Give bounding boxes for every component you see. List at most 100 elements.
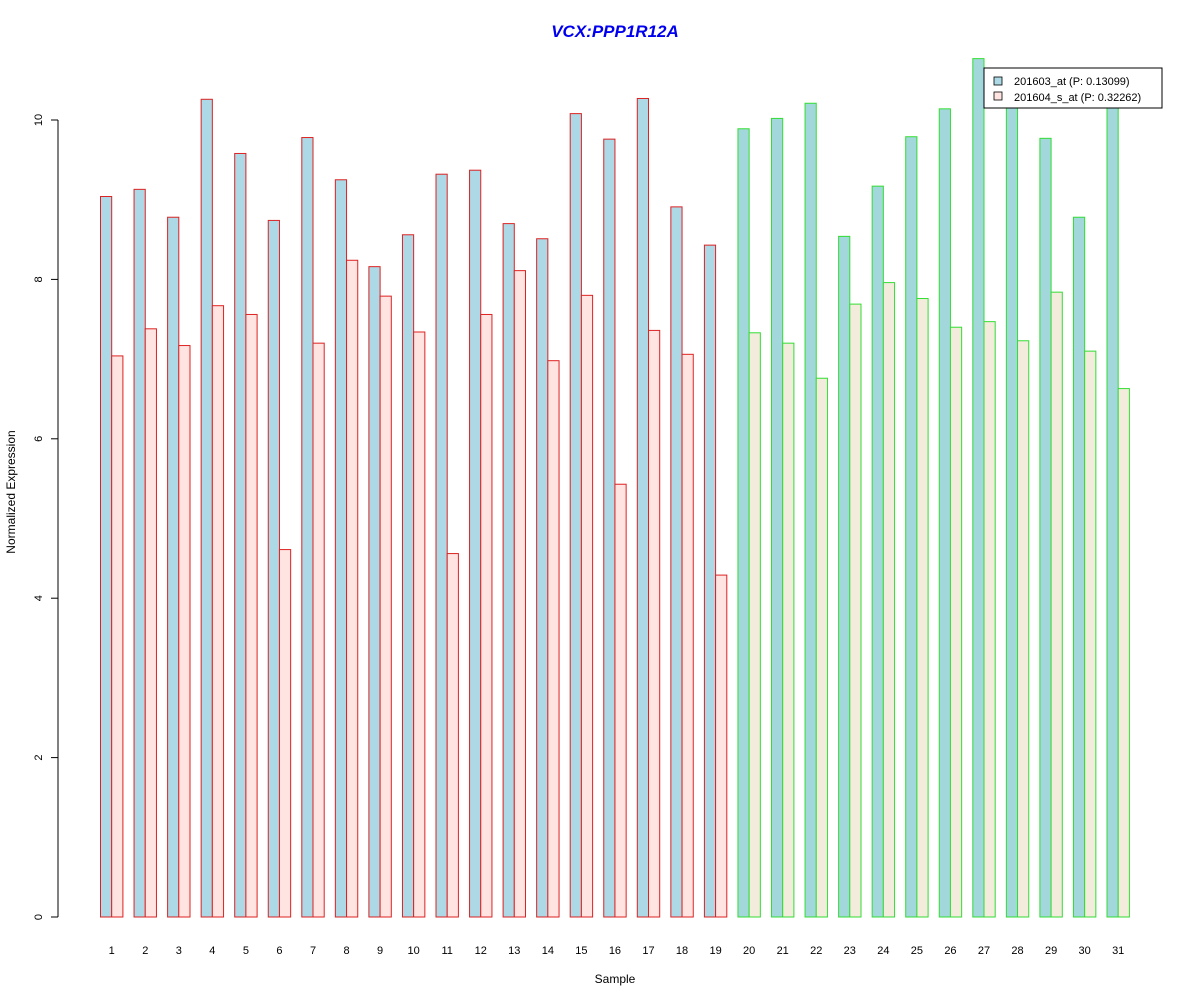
x-tick-label: 17 (642, 945, 654, 957)
bar-sample-27-series-2 (983, 321, 996, 918)
bar-sample-14-series-1 (536, 238, 549, 918)
bar-sample-1-series-2 (111, 355, 124, 918)
bar-sample-13-series-1 (502, 223, 515, 918)
x-tick-label: 18 (676, 945, 688, 957)
bar-sample-16-series-1 (603, 138, 616, 918)
x-tick-label: 24 (877, 945, 889, 957)
x-axis-tick-labels: 1 2 3 4 5 6 7 8 9 10 11 12 13 14 15 16 17 18 19 20 21 22 23 24 2… (109, 945, 1125, 957)
chart-title: VCX:PPP1R12A (551, 22, 679, 41)
bar-sample-2-series-2 (144, 328, 157, 918)
x-tick-label: 1 (109, 945, 115, 957)
bar-sample-29-series-1 (1039, 137, 1052, 918)
bar-sample-28-series-1 (1005, 99, 1019, 918)
x-tick-label: 29 (1045, 945, 1057, 957)
x-tick-label: 13 (508, 945, 520, 957)
bar-sample-30-series-2 (1084, 350, 1097, 918)
bar-sample-26-series-2 (949, 326, 963, 918)
bar-sample-24-series-1 (871, 185, 884, 918)
x-tick-label: 22 (810, 945, 822, 957)
x-tick-label: 28 (1011, 945, 1023, 957)
x-tick-label: 25 (911, 945, 923, 957)
x-tick-label: 5 (243, 945, 249, 957)
bar-sample-18-series-1 (670, 206, 683, 918)
bar-sample-21-series-2 (782, 342, 795, 918)
x-tick-label: 30 (1079, 945, 1091, 957)
legend-label-series-2: 201604_s_at (P: 0.32262) (1014, 92, 1141, 104)
bars (100, 58, 1130, 918)
bar-sample-7-series-1 (301, 137, 314, 918)
bar-sample-3-series-2 (178, 345, 191, 918)
bar-sample-31-series-2 (1117, 388, 1130, 918)
x-tick-label: 11 (441, 945, 452, 957)
legend-label-series-1: 201603_at (P: 0.13099) (1014, 76, 1130, 88)
y-tick-label: 8 (33, 276, 45, 282)
legend-swatch-series-1 (993, 76, 1003, 86)
bar-sample-6-series-2 (278, 549, 292, 918)
bar-sample-12-series-2 (480, 313, 493, 918)
x-tick-label: 15 (575, 945, 587, 957)
bar-sample-12-series-1 (469, 169, 482, 918)
bar-sample-8-series-1 (334, 179, 348, 918)
bar-sample-22-series-1 (804, 102, 817, 918)
bar-sample-9-series-2 (379, 295, 392, 918)
bar-sample-10-series-1 (401, 234, 415, 918)
bar-sample-4-series-1 (200, 98, 213, 918)
bar-sample-11-series-1 (435, 173, 448, 918)
x-tick-label: 7 (310, 945, 316, 957)
bar-sample-15-series-2 (580, 294, 594, 918)
y-tick-label: 10 (33, 114, 45, 126)
x-tick-label: 16 (609, 945, 621, 957)
y-tick-label: 6 (33, 436, 45, 442)
bar-sample-5-series-2 (245, 313, 258, 918)
x-tick-label: 8 (343, 945, 349, 957)
bar-sample-20-series-2 (748, 332, 761, 918)
bar-sample-24-series-2 (882, 282, 896, 918)
x-tick-label: 12 (475, 945, 487, 957)
x-tick-label: 6 (276, 945, 282, 957)
bar-sample-16-series-2 (614, 483, 627, 918)
bar-sample-20-series-1 (737, 128, 750, 918)
bar-sample-13-series-2 (513, 270, 526, 918)
bar-sample-6-series-1 (267, 219, 280, 918)
bar-sample-25-series-1 (905, 136, 918, 918)
x-tick-label: 19 (709, 945, 721, 957)
bar-sample-21-series-1 (771, 117, 784, 918)
x-tick-label: 31 (1112, 945, 1124, 957)
bar-sample-2-series-1 (133, 188, 146, 918)
y-tick-label: 4 (33, 595, 45, 601)
y-axis: 0 2 4 6 8 10 (33, 114, 59, 920)
bar-sample-23-series-2 (849, 303, 862, 918)
x-tick-label: 9 (377, 945, 383, 957)
x-tick-label: 27 (978, 945, 990, 957)
bar-sample-17-series-2 (648, 329, 661, 918)
legend-swatch-series-2 (993, 91, 1003, 101)
bar-sample-8-series-2 (346, 259, 359, 918)
y-axis-title: Normalized Expression (4, 430, 18, 553)
x-tick-label: 26 (944, 945, 956, 957)
bar-sample-29-series-2 (1050, 291, 1063, 918)
x-tick-label: 3 (176, 945, 182, 957)
bar-sample-18-series-2 (681, 353, 694, 918)
bar-sample-3-series-1 (167, 216, 180, 918)
bar-sample-7-series-2 (312, 342, 325, 918)
bar-sample-25-series-2 (916, 298, 929, 918)
x-tick-label: 21 (777, 945, 789, 957)
bar-sample-19-series-1 (703, 244, 717, 918)
x-tick-label: 2 (142, 945, 148, 957)
bar-sample-23-series-1 (838, 235, 851, 918)
x-tick-label: 20 (743, 945, 755, 957)
x-tick-label: 23 (844, 945, 856, 957)
bar-sample-9-series-1 (368, 266, 381, 918)
x-tick-label: 14 (542, 945, 554, 957)
legend: 201603_at (P: 0.13099) 201604_s_at (P: 0… (983, 67, 1163, 109)
bar-sample-4-series-2 (211, 305, 225, 918)
bar-sample-30-series-1 (1072, 216, 1086, 918)
bar-sample-1-series-1 (100, 196, 113, 918)
bar-sample-5-series-1 (234, 152, 247, 918)
bar-sample-17-series-1 (636, 97, 649, 918)
y-tick-label: 0 (33, 914, 45, 920)
x-tick-label: 4 (209, 945, 215, 957)
legend-box (983, 67, 1163, 109)
bar-sample-27-series-1 (972, 58, 985, 918)
